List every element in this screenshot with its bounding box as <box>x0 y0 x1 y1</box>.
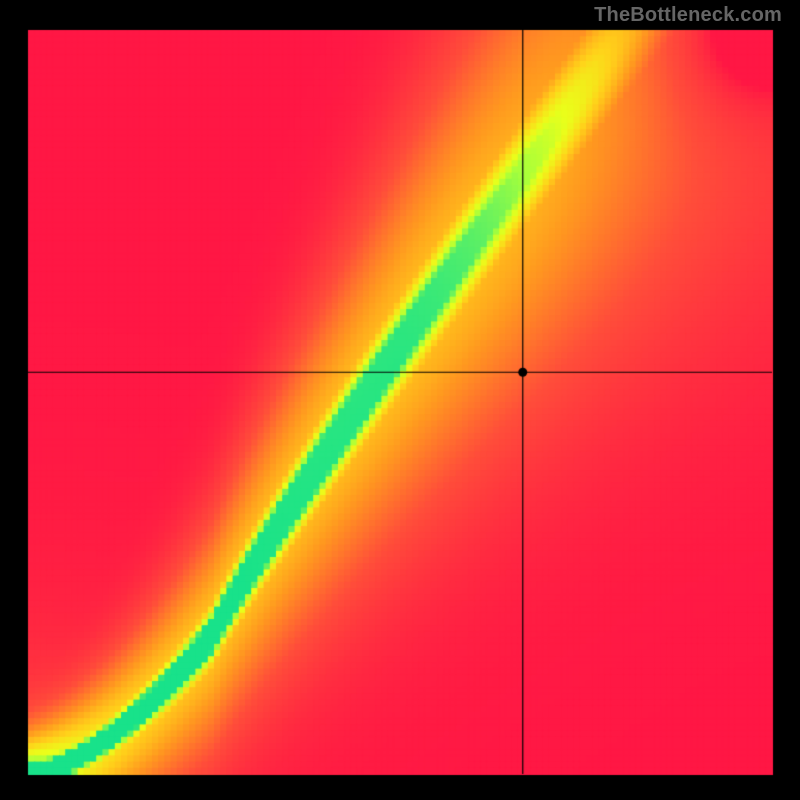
watermark-text: TheBottleneck.com <box>594 4 782 27</box>
bottleneck-heatmap <box>0 0 800 800</box>
